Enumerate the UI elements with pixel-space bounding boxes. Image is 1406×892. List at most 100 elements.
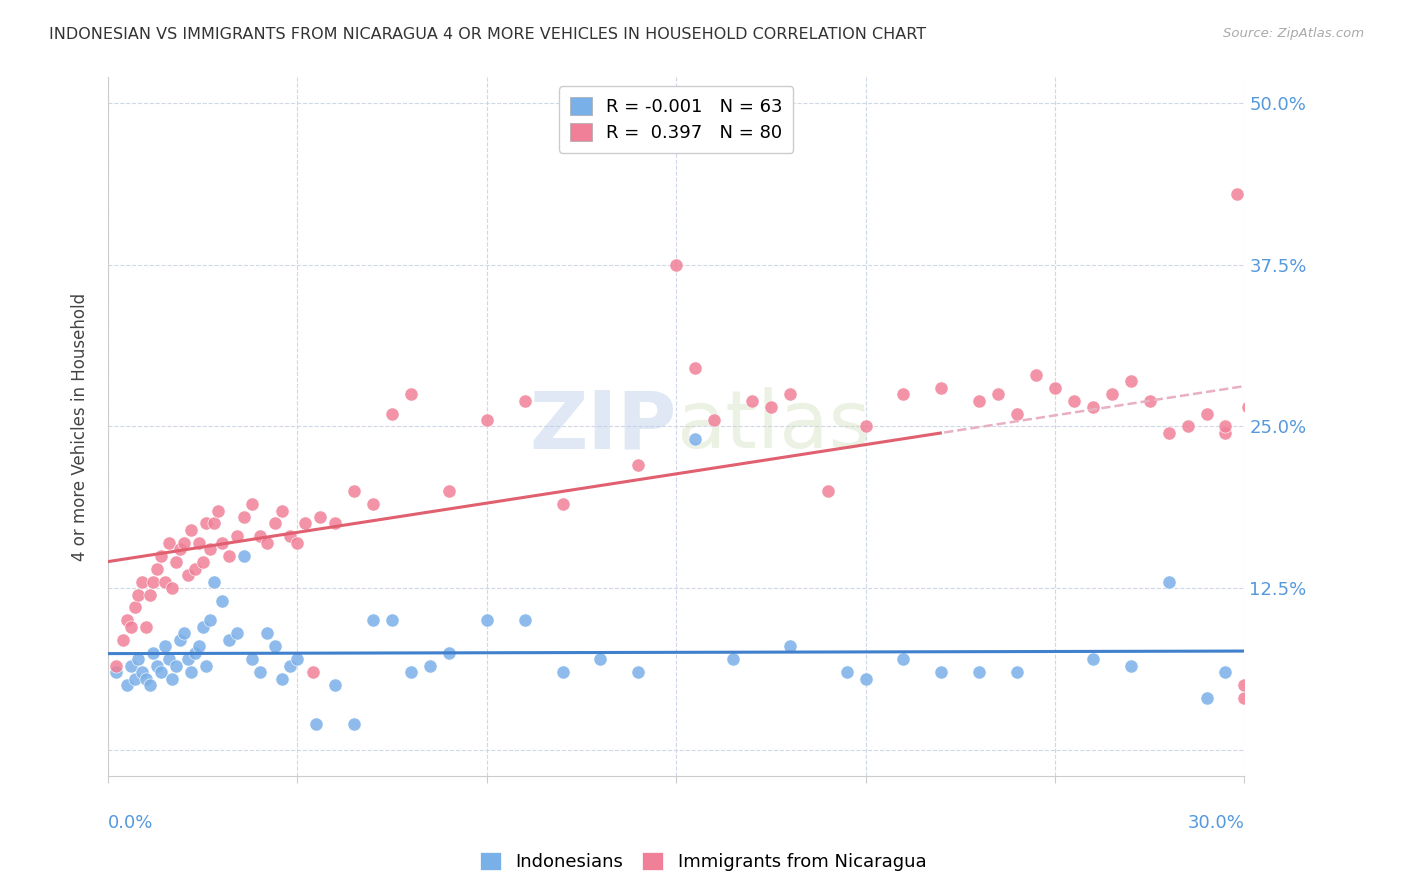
Point xyxy=(551,497,574,511)
Point xyxy=(683,433,706,447)
Point xyxy=(627,458,650,473)
Point xyxy=(1101,387,1123,401)
Point xyxy=(1139,393,1161,408)
Point xyxy=(225,529,247,543)
Point xyxy=(162,672,184,686)
Point xyxy=(1237,400,1260,414)
Point xyxy=(218,549,240,563)
Point xyxy=(271,672,294,686)
Point xyxy=(173,536,195,550)
Text: 30.0%: 30.0% xyxy=(1188,814,1244,832)
Point xyxy=(165,658,187,673)
Point xyxy=(437,646,460,660)
Point xyxy=(271,503,294,517)
Text: ZIP: ZIP xyxy=(529,387,676,466)
Point xyxy=(187,536,209,550)
Point xyxy=(1215,425,1237,440)
Text: INDONESIAN VS IMMIGRANTS FROM NICARAGUA 4 OR MORE VEHICLES IN HOUSEHOLD CORRELAT: INDONESIAN VS IMMIGRANTS FROM NICARAGUA … xyxy=(49,27,927,42)
Point xyxy=(1119,374,1142,388)
Point xyxy=(218,632,240,647)
Point xyxy=(142,646,165,660)
Point xyxy=(200,542,222,557)
Point xyxy=(551,665,574,679)
Point xyxy=(294,516,316,531)
Point xyxy=(187,639,209,653)
Point xyxy=(513,393,536,408)
Point xyxy=(301,665,323,679)
Point xyxy=(513,613,536,627)
Point xyxy=(169,542,191,557)
Point xyxy=(703,413,725,427)
Point xyxy=(1005,665,1028,679)
Point xyxy=(1081,400,1104,414)
Point xyxy=(146,658,169,673)
Legend: R = -0.001   N = 63, R =  0.397   N = 80: R = -0.001 N = 63, R = 0.397 N = 80 xyxy=(560,87,793,153)
Legend: Indonesians, Immigrants from Nicaragua: Indonesians, Immigrants from Nicaragua xyxy=(472,846,934,879)
Point xyxy=(1025,368,1047,382)
Point xyxy=(195,516,218,531)
Point xyxy=(127,652,149,666)
Point xyxy=(115,678,138,692)
Point xyxy=(1157,574,1180,589)
Point xyxy=(323,678,346,692)
Point xyxy=(741,393,763,408)
Point xyxy=(200,613,222,627)
Point xyxy=(1177,419,1199,434)
Point xyxy=(176,568,198,582)
Point xyxy=(665,258,688,272)
Point xyxy=(138,678,160,692)
Point xyxy=(323,516,346,531)
Point xyxy=(195,658,218,673)
Point xyxy=(779,387,801,401)
Point xyxy=(309,510,332,524)
Point xyxy=(157,536,180,550)
Point xyxy=(343,716,366,731)
Point xyxy=(967,393,990,408)
Point xyxy=(131,665,153,679)
Point xyxy=(381,613,404,627)
Point xyxy=(169,632,191,647)
Point xyxy=(855,419,877,434)
Text: atlas: atlas xyxy=(676,387,870,466)
Point xyxy=(1063,393,1085,408)
Point xyxy=(191,620,214,634)
Point xyxy=(135,672,157,686)
Point xyxy=(967,665,990,679)
Point xyxy=(263,516,285,531)
Point xyxy=(475,613,498,627)
Point xyxy=(120,620,142,634)
Point xyxy=(256,536,278,550)
Point xyxy=(931,665,953,679)
Point xyxy=(683,361,706,376)
Point xyxy=(173,626,195,640)
Point xyxy=(176,652,198,666)
Point xyxy=(855,672,877,686)
Point xyxy=(150,549,173,563)
Point xyxy=(211,536,233,550)
Point xyxy=(1195,407,1218,421)
Point xyxy=(142,574,165,589)
Point xyxy=(361,497,384,511)
Point xyxy=(120,658,142,673)
Point xyxy=(184,646,207,660)
Point xyxy=(835,665,858,679)
Point xyxy=(278,658,301,673)
Point xyxy=(256,626,278,640)
Point xyxy=(180,665,202,679)
Point xyxy=(381,407,404,421)
Point xyxy=(127,588,149,602)
Point xyxy=(759,400,782,414)
Point xyxy=(399,665,422,679)
Point xyxy=(361,613,384,627)
Point xyxy=(893,652,915,666)
Point xyxy=(115,613,138,627)
Point xyxy=(931,381,953,395)
Point xyxy=(1119,658,1142,673)
Point xyxy=(184,562,207,576)
Point xyxy=(165,555,187,569)
Point xyxy=(191,555,214,569)
Point xyxy=(104,665,127,679)
Point xyxy=(1215,665,1237,679)
Point xyxy=(305,716,328,731)
Point xyxy=(287,536,309,550)
